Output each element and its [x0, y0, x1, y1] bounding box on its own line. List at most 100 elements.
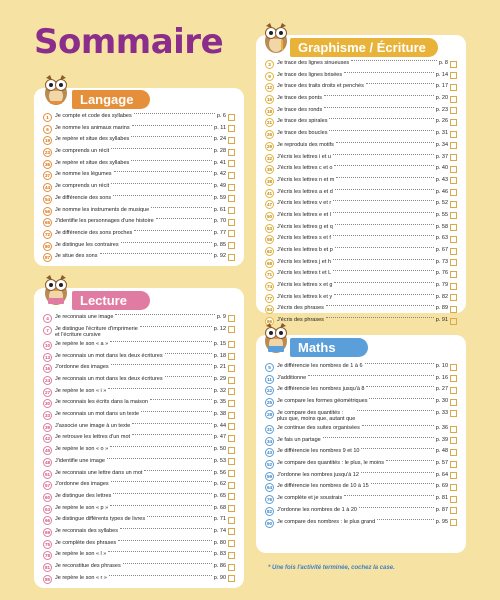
page-number: p. 41	[213, 159, 226, 166]
checkbox-icon[interactable]	[450, 472, 457, 480]
checkbox-icon[interactable]	[228, 481, 235, 489]
checkbox-icon[interactable]	[228, 434, 235, 442]
list-item: 64 Je différencie les nombres de 10 à 15 p…	[265, 483, 457, 493]
list-item: 35 J'écris les lettres c et o p. 40	[265, 165, 457, 175]
graphisme-card: 3 Je trace des lignes sinueuses p. 8 9 Je tr…	[256, 35, 466, 327]
checkbox-icon[interactable]	[228, 364, 235, 372]
checkbox-icon[interactable]	[450, 507, 457, 515]
list-item: 43 Je différencie les nombres 9 et 10 p. 4…	[265, 448, 457, 458]
checkbox-icon[interactable]	[450, 83, 457, 91]
checkbox-icon[interactable]	[228, 388, 235, 396]
checkbox-icon[interactable]	[228, 551, 235, 559]
checkbox-icon[interactable]	[450, 177, 457, 185]
page-number: p. 73	[435, 258, 448, 265]
checkbox-icon[interactable]	[228, 341, 235, 349]
checkbox-icon[interactable]	[228, 376, 235, 384]
page-number: p. 91	[435, 317, 448, 324]
checkbox-icon[interactable]	[450, 410, 457, 418]
activity-number: 6	[43, 124, 52, 134]
checkbox-icon[interactable]	[450, 224, 457, 232]
checkbox-icon[interactable]	[450, 448, 457, 456]
checkbox-icon[interactable]	[228, 207, 235, 214]
activity-number: 66	[43, 516, 52, 526]
activity-number: 35	[265, 165, 274, 175]
checkbox-icon[interactable]	[450, 425, 457, 433]
checkbox-icon[interactable]	[450, 519, 457, 527]
dot-leader	[334, 165, 434, 167]
checkbox-icon[interactable]	[228, 230, 235, 238]
checkbox-icon[interactable]	[450, 495, 457, 503]
checkbox-icon[interactable]	[228, 253, 235, 261]
checkbox-icon[interactable]	[228, 242, 235, 250]
checkbox-icon[interactable]	[450, 282, 457, 290]
checkbox-icon[interactable]	[450, 107, 457, 115]
checkbox-icon[interactable]	[228, 528, 235, 536]
activity-label: Je trace des spirales	[277, 118, 328, 125]
checkbox-icon[interactable]	[450, 247, 457, 255]
checkbox-icon[interactable]	[450, 317, 457, 325]
checkbox-icon[interactable]	[450, 460, 457, 468]
checkbox-icon[interactable]	[450, 95, 457, 103]
checkbox-icon[interactable]	[228, 446, 235, 454]
checkbox-icon[interactable]	[228, 136, 235, 144]
checkbox-icon[interactable]	[228, 411, 235, 419]
checkbox-icon[interactable]	[228, 171, 235, 179]
checkbox-icon[interactable]	[228, 160, 235, 168]
checkbox-icon[interactable]	[228, 183, 235, 191]
activity-number: 15	[265, 95, 274, 105]
checkbox-icon[interactable]	[450, 189, 457, 197]
checkbox-icon[interactable]	[450, 386, 457, 394]
checkbox-icon[interactable]	[228, 470, 235, 478]
checkbox-icon[interactable]	[450, 142, 457, 150]
checkbox-icon[interactable]	[228, 423, 235, 431]
page-number: p. 46	[435, 188, 448, 195]
checkbox-icon[interactable]	[228, 353, 235, 361]
dot-leader	[365, 83, 434, 85]
checkbox-icon[interactable]	[228, 505, 235, 513]
list-item: 53 J'écris les lettres g et q p. 58	[265, 223, 457, 233]
list-item: 38 J'écris les lettres n et m p. 43	[265, 176, 457, 186]
checkbox-icon[interactable]	[450, 154, 457, 161]
checkbox-icon[interactable]	[228, 113, 235, 121]
checkbox-icon[interactable]	[450, 235, 457, 243]
checkbox-icon[interactable]	[450, 60, 457, 68]
checkbox-icon[interactable]	[450, 130, 457, 138]
list-item: 41 J'écris les lettres a et d p. 46	[265, 188, 457, 198]
checkbox-icon[interactable]	[450, 363, 457, 371]
checkbox-icon[interactable]	[450, 294, 457, 302]
checkbox-icon[interactable]	[450, 212, 457, 220]
checkbox-icon[interactable]	[450, 259, 457, 267]
checkbox-icon[interactable]	[450, 483, 457, 491]
checkbox-icon[interactable]	[228, 125, 235, 133]
checkbox-icon[interactable]	[450, 305, 457, 313]
checkbox-icon[interactable]	[450, 437, 457, 445]
activity-label: Je reproduis des motifs	[277, 141, 334, 148]
checkbox-icon[interactable]	[228, 575, 235, 583]
checkbox-icon[interactable]	[228, 148, 235, 156]
checkbox-icon[interactable]	[450, 375, 457, 383]
list-item: 27 Je repère le son « i » p. 32	[43, 387, 235, 397]
page-number: p. 81	[435, 495, 448, 502]
dot-leader	[325, 317, 434, 319]
checkbox-icon[interactable]	[450, 270, 457, 278]
checkbox-icon[interactable]	[228, 563, 235, 571]
checkbox-icon[interactable]	[450, 165, 457, 173]
checkbox-icon[interactable]	[228, 493, 235, 501]
checkbox-icon[interactable]	[450, 72, 457, 80]
checkbox-icon[interactable]	[228, 195, 235, 203]
dot-leader	[351, 60, 437, 61]
checkbox-icon[interactable]	[450, 118, 457, 126]
list-item: 5 Je différencie les nombres de 1 à 6 p. 1…	[265, 363, 457, 372]
activity-label: Je fais un partage	[277, 436, 321, 443]
checkbox-icon[interactable]	[228, 218, 235, 226]
checkbox-icon[interactable]	[228, 516, 235, 524]
checkbox-icon[interactable]	[228, 314, 235, 322]
checkbox-icon[interactable]	[450, 398, 457, 406]
checkbox-icon[interactable]	[228, 540, 235, 548]
checkbox-icon[interactable]	[228, 458, 235, 466]
list-item: 75 Je complète des phrases p. 80	[43, 539, 235, 549]
activity-number: 48	[43, 457, 52, 467]
checkbox-icon[interactable]	[228, 326, 235, 334]
checkbox-icon[interactable]	[450, 200, 457, 208]
checkbox-icon[interactable]	[228, 399, 235, 407]
